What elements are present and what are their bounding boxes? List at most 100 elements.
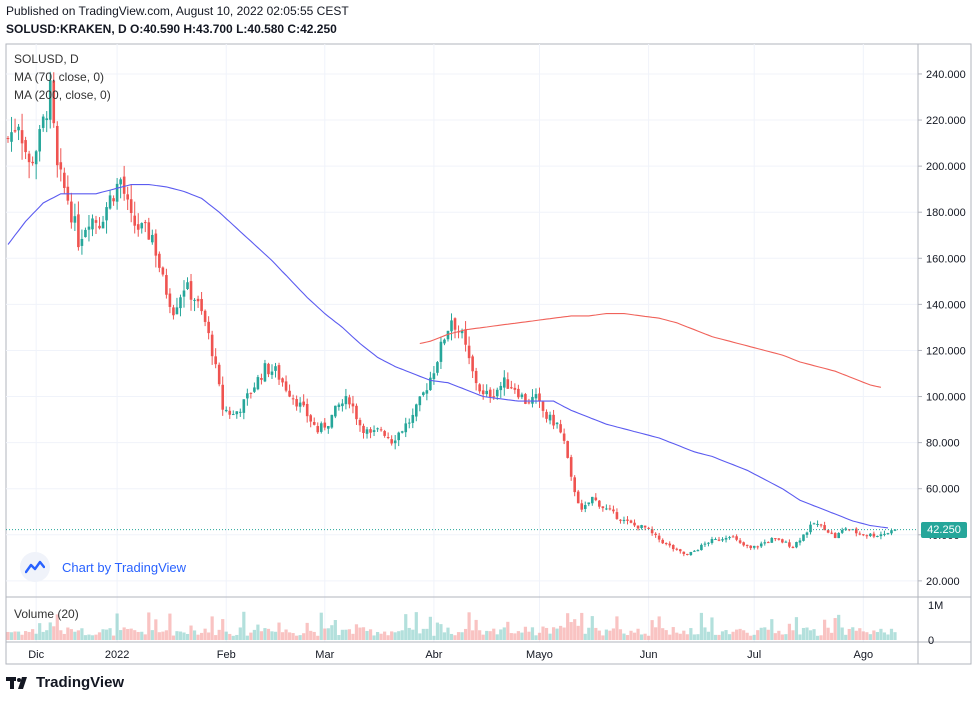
candle-body	[488, 389, 492, 398]
candle-body	[816, 523, 819, 525]
candle-body	[872, 533, 876, 537]
axes: 20.00040.00060.00080.000100.000120.00014…	[6, 44, 971, 664]
grid	[6, 44, 918, 642]
volume-bar	[587, 627, 591, 640]
volume-bar	[302, 633, 306, 640]
volume-bar	[453, 635, 457, 640]
candle-body	[13, 130, 17, 132]
candle-body	[224, 409, 228, 412]
volume-bar	[379, 633, 383, 640]
candle-body	[98, 225, 101, 229]
volume-bar	[509, 633, 513, 640]
candle-body	[217, 364, 221, 385]
price-tick-label: 140.000	[926, 299, 966, 311]
candle-body	[295, 399, 298, 407]
candle-body	[830, 532, 833, 534]
candle-body	[517, 388, 520, 398]
volume-bar	[858, 628, 862, 640]
candle-body	[675, 548, 679, 550]
volume-bar	[94, 634, 98, 640]
candle-body	[798, 540, 802, 543]
volume-bar	[812, 629, 816, 640]
time-tick-label: 2022	[105, 649, 129, 661]
price-tick-label: 100.000	[926, 392, 966, 404]
moving-averages	[6, 184, 918, 531]
candle-body	[302, 401, 305, 406]
volume-bar	[62, 633, 66, 640]
candle-body	[837, 533, 840, 539]
candle-body	[316, 426, 320, 433]
volume-bar	[351, 633, 355, 640]
tv-brand-icon	[6, 676, 27, 689]
volume-bar	[178, 631, 183, 640]
volume-bar	[544, 627, 549, 640]
candle-body	[330, 414, 334, 428]
volume-bar	[354, 624, 359, 640]
volume-bar	[478, 630, 482, 640]
volume-bar	[675, 632, 679, 640]
candle-body	[464, 329, 467, 345]
volume-bar	[833, 618, 837, 640]
volume-bar	[671, 627, 675, 640]
volume-bar	[601, 635, 605, 640]
candle-body	[728, 537, 731, 539]
volume-bar	[657, 616, 661, 640]
volume-bar	[851, 627, 855, 640]
candle-body	[249, 392, 253, 394]
volume-bar	[404, 614, 408, 640]
volume-bar	[90, 635, 95, 640]
volume-bar	[576, 625, 580, 640]
volume-bar	[742, 630, 746, 640]
candle-body	[756, 546, 760, 548]
volume-bar	[763, 627, 767, 640]
candle-body	[499, 385, 503, 391]
candle-body	[344, 396, 348, 405]
volume-bar	[189, 625, 193, 640]
volume-bar	[397, 631, 401, 640]
candle-body	[10, 132, 13, 142]
volume-bar	[611, 628, 616, 640]
footer-brand[interactable]: TradingView	[6, 674, 124, 691]
candle-body	[193, 299, 196, 301]
volume-bar	[266, 628, 271, 640]
candle-body	[20, 130, 24, 144]
candle-body	[696, 550, 700, 552]
volume-bar	[685, 634, 689, 640]
volume-bar	[27, 631, 31, 640]
candle-body	[379, 429, 383, 431]
watermark-text[interactable]: Chart by TradingView	[62, 559, 187, 575]
volume-bar	[80, 628, 84, 640]
volume-bar	[133, 630, 137, 640]
volume-bar	[316, 635, 320, 640]
volume-bar	[854, 630, 858, 640]
candle-body	[745, 544, 749, 546]
volume-bar	[724, 630, 728, 640]
volume-bar	[238, 627, 242, 640]
candle-body	[439, 341, 443, 362]
volume-bar	[749, 635, 753, 640]
volume-bar	[875, 632, 880, 640]
candle-body	[742, 542, 745, 546]
candle-body	[337, 404, 341, 408]
volume-bar	[164, 630, 168, 640]
candle-body	[175, 307, 179, 315]
candle-body	[45, 118, 49, 121]
candle-body	[619, 519, 622, 521]
volume-bar	[622, 633, 626, 640]
candle-body	[27, 153, 31, 163]
candle-body	[372, 430, 376, 432]
candle-body	[305, 403, 309, 417]
volume-bar	[456, 632, 461, 640]
candle-body	[246, 393, 249, 399]
volume-bar	[175, 631, 179, 640]
candle-body	[886, 533, 890, 535]
volume-bar	[221, 619, 225, 640]
candle-body	[260, 377, 263, 380]
volume-bar	[654, 627, 658, 640]
volume-bar	[780, 634, 784, 640]
candle-body	[580, 503, 584, 510]
candle-body	[119, 179, 122, 185]
candle-body	[671, 545, 675, 550]
watermark[interactable]: Chart by TradingView	[20, 552, 186, 582]
